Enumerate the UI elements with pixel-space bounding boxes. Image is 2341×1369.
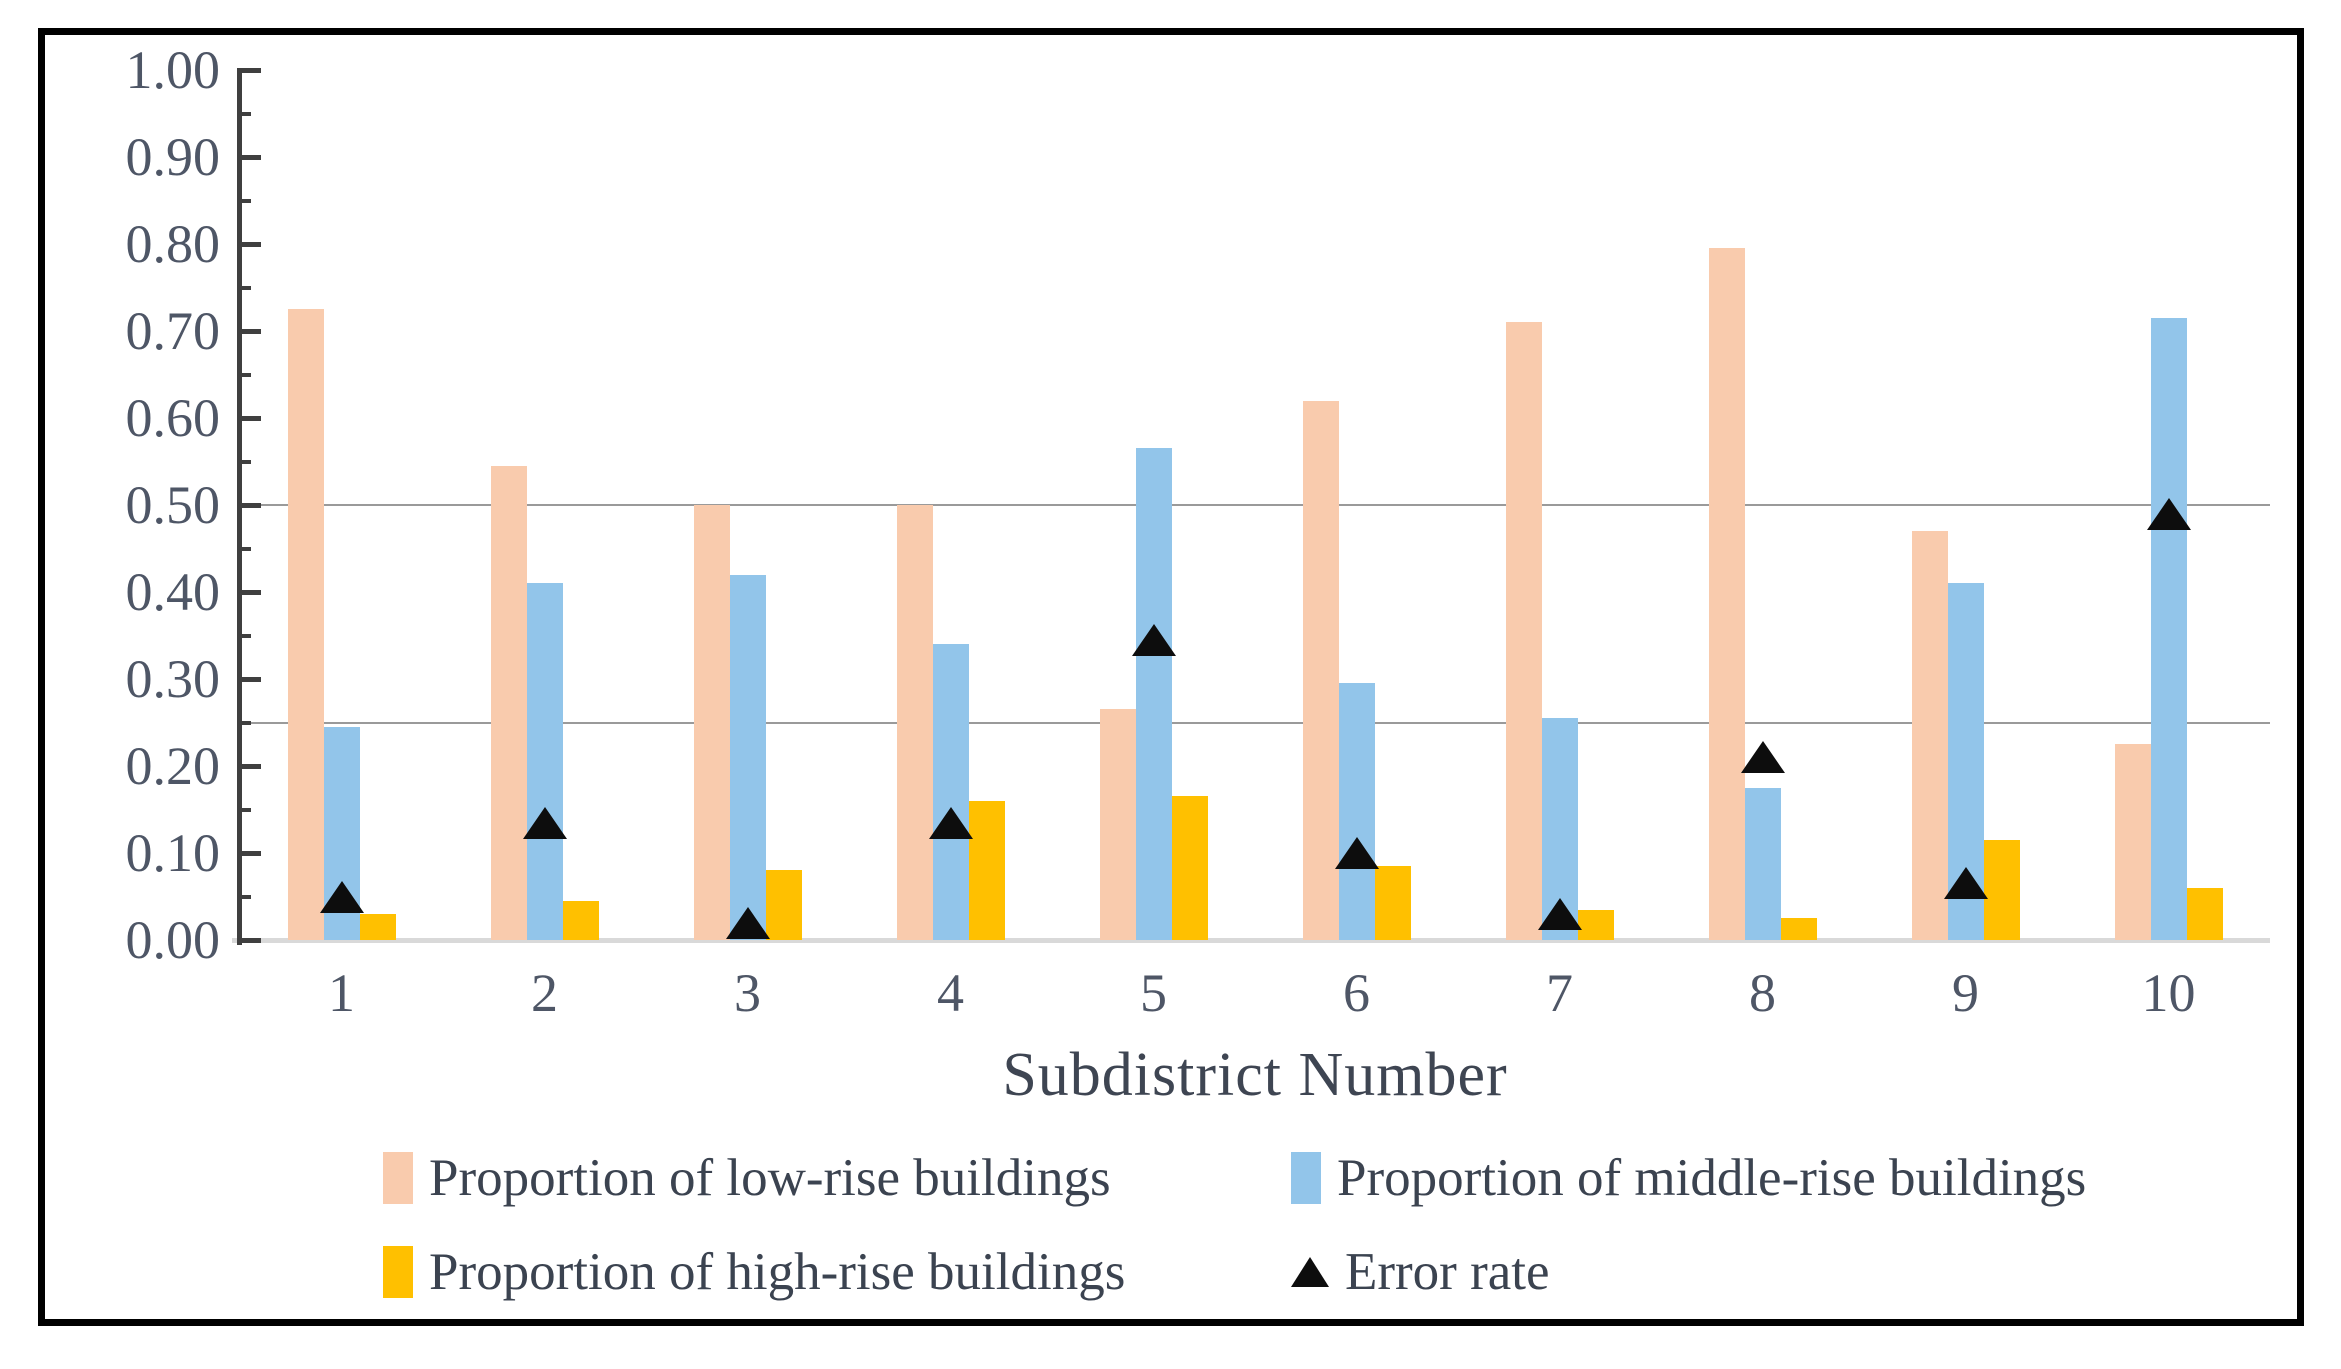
bar-low-rise-subdistrict-8	[1708, 248, 1745, 940]
middle-rise-swatch-icon	[1291, 1152, 1321, 1204]
y-axis-label: 0.90	[125, 127, 221, 187]
error-rate-marker-subdistrict-1	[319, 880, 364, 913]
x-axis-label-subdistrict-8: 8	[1749, 963, 1776, 1023]
legend-item-middle-rise: Proportion of middle-rise buildings	[1291, 1149, 2087, 1207]
error-rate-triangle-icon	[1291, 1257, 1329, 1287]
y-major-tick	[237, 155, 261, 160]
legend-label: Error rate	[1345, 1243, 1550, 1301]
bar-high-rise-subdistrict-3	[765, 870, 802, 940]
x-axis-label-subdistrict-2: 2	[531, 963, 558, 1023]
legend-label: Proportion of high-rise buildings	[429, 1243, 1126, 1301]
bar-high-rise-subdistrict-5	[1171, 796, 1208, 940]
y-axis-label: 1.00	[125, 40, 221, 100]
x-axis-label-subdistrict-1: 1	[328, 963, 355, 1023]
y-minor-tick	[237, 894, 251, 899]
error-rate-marker-subdistrict-5	[1131, 623, 1176, 656]
error-rate-marker-subdistrict-3	[725, 906, 770, 939]
y-minor-tick	[237, 720, 251, 725]
legend-item-high-rise: Proportion of high-rise buildings	[383, 1243, 1126, 1301]
bar-low-rise-subdistrict-3	[693, 505, 730, 940]
bar-middle-rise-subdistrict-2	[526, 583, 563, 940]
y-major-tick	[237, 416, 261, 421]
y-minor-tick	[237, 111, 251, 116]
gridline-0.25	[240, 721, 2270, 724]
y-axis-label: 0.10	[125, 823, 221, 883]
error-rate-marker-subdistrict-9	[1943, 867, 1988, 900]
bar-low-rise-subdistrict-5	[1099, 709, 1136, 940]
y-major-tick	[237, 938, 261, 943]
y-minor-tick	[237, 198, 251, 203]
bar-high-rise-subdistrict-9	[1983, 839, 2020, 940]
bar-high-rise-subdistrict-1	[359, 913, 396, 940]
y-minor-tick	[237, 285, 251, 290]
x-axis-label-subdistrict-7: 7	[1546, 963, 1573, 1023]
bar-low-rise-subdistrict-7	[1505, 322, 1542, 940]
y-major-tick	[237, 851, 261, 856]
legend-label: Proportion of low-rise buildings	[429, 1149, 1111, 1207]
error-rate-marker-subdistrict-10	[2146, 497, 2191, 530]
y-axis-label: 0.30	[125, 649, 221, 709]
y-minor-tick	[237, 459, 251, 464]
bar-low-rise-subdistrict-9	[1911, 531, 1948, 940]
y-axis-label: 0.70	[125, 301, 221, 361]
y-minor-tick	[237, 372, 251, 377]
bar-middle-rise-subdistrict-3	[729, 574, 766, 940]
bar-high-rise-subdistrict-2	[562, 900, 599, 940]
y-axis-label: 0.00	[125, 910, 221, 970]
legend-label: Proportion of middle-rise buildings	[1337, 1149, 2087, 1207]
plot-area: 1.00 0.90 0.80 0.70 0.60 0.50 0.40 0.30 0.20 0.10…	[126, 40, 2270, 1023]
error-rate-marker-subdistrict-2	[522, 806, 567, 839]
bar-low-rise-subdistrict-1	[287, 309, 324, 940]
bar-high-rise-subdistrict-8	[1780, 918, 1817, 940]
bar-middle-rise-subdistrict-8	[1744, 787, 1781, 940]
x-axis-label-subdistrict-6: 6	[1343, 963, 1370, 1023]
error-rate-marker-subdistrict-8	[1740, 741, 1785, 774]
y-major-tick	[237, 68, 261, 73]
bar-middle-rise-subdistrict-6	[1338, 683, 1375, 940]
bar-high-rise-subdistrict-10	[2186, 887, 2223, 940]
bar-high-rise-subdistrict-7	[1577, 909, 1614, 940]
x-axis-title: Subdistrict Number	[1002, 1041, 1508, 1109]
low-rise-swatch-icon	[383, 1152, 413, 1204]
y-major-tick	[237, 242, 261, 247]
bar-high-rise-subdistrict-6	[1374, 866, 1411, 940]
bar-middle-rise-subdistrict-4	[932, 644, 969, 940]
x-axis-label-subdistrict-9: 9	[1952, 963, 1979, 1023]
y-minor-tick	[237, 807, 251, 812]
y-major-tick	[237, 764, 261, 769]
y-minor-tick	[237, 633, 251, 638]
y-major-tick	[237, 329, 261, 334]
bar-low-rise-subdistrict-4	[896, 505, 933, 940]
bar-low-rise-subdistrict-2	[490, 465, 527, 940]
y-major-tick	[237, 590, 261, 595]
gridline-0.50	[240, 504, 2270, 506]
bar-low-rise-subdistrict-6	[1302, 400, 1339, 940]
legend-item-low-rise: Proportion of low-rise buildings	[383, 1149, 1111, 1207]
high-rise-swatch-icon	[383, 1246, 413, 1298]
bar-middle-rise-subdistrict-10	[2150, 317, 2187, 940]
y-axis-label: 0.50	[125, 475, 221, 535]
y-axis-label: 0.60	[125, 388, 221, 448]
x-axis-label-subdistrict-4: 4	[937, 963, 964, 1023]
error-rate-marker-subdistrict-6	[1334, 837, 1379, 869]
y-axis-label: 0.40	[125, 562, 221, 622]
x-axis-label-subdistrict-10: 10	[2141, 963, 2196, 1023]
legend-item-error-rate: Error rate	[1291, 1243, 1550, 1301]
y-minor-tick	[237, 546, 251, 551]
bar-high-rise-subdistrict-4	[968, 800, 1005, 940]
y-axis-label: 0.20	[125, 736, 221, 796]
x-axis-label-subdistrict-3: 3	[734, 963, 761, 1023]
bar-low-rise-subdistrict-10	[2114, 744, 2151, 940]
y-axis-label: 0.80	[125, 214, 221, 274]
bar-middle-rise-subdistrict-5	[1135, 448, 1172, 940]
y-major-tick	[237, 503, 261, 508]
error-rate-marker-subdistrict-7	[1537, 897, 1582, 930]
error-rate-marker-subdistrict-4	[928, 806, 973, 839]
x-axis-label-subdistrict-5: 5	[1140, 963, 1167, 1023]
y-major-tick	[237, 677, 261, 682]
x-axis-baseline	[232, 938, 2270, 943]
